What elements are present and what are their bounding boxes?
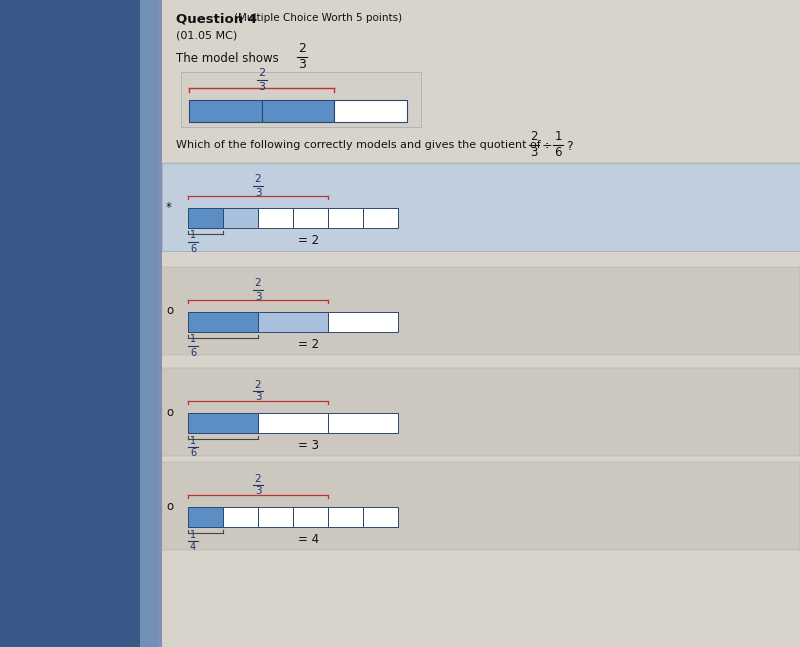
Text: ÷: ÷ xyxy=(542,140,553,153)
Bar xyxy=(0,0,162,647)
Bar xyxy=(162,163,800,251)
Text: 1: 1 xyxy=(190,334,196,344)
Text: ?: ? xyxy=(566,140,573,153)
Bar xyxy=(188,208,223,228)
Bar xyxy=(140,0,162,647)
Text: 2: 2 xyxy=(254,474,262,483)
Bar xyxy=(262,100,334,122)
Text: 4: 4 xyxy=(190,542,196,553)
Bar xyxy=(258,208,293,228)
Text: 1: 1 xyxy=(554,131,562,144)
Text: 2: 2 xyxy=(298,43,306,56)
Text: 6: 6 xyxy=(190,448,196,459)
Text: 3: 3 xyxy=(298,58,306,72)
Bar xyxy=(334,100,407,122)
Bar xyxy=(162,368,800,456)
Text: 3: 3 xyxy=(254,292,262,302)
Text: *: * xyxy=(166,201,172,214)
Text: The model shows: The model shows xyxy=(176,52,278,65)
Bar xyxy=(293,208,328,228)
Text: 1: 1 xyxy=(190,435,196,446)
Bar xyxy=(328,312,398,332)
Bar xyxy=(158,0,162,647)
Text: Question 4: Question 4 xyxy=(176,13,257,26)
Text: 2: 2 xyxy=(254,175,262,184)
Bar xyxy=(162,0,800,647)
Text: Which of the following correctly models and gives the quotient of: Which of the following correctly models … xyxy=(176,140,541,150)
Bar xyxy=(223,507,258,527)
Text: (Multiple Choice Worth 5 points): (Multiple Choice Worth 5 points) xyxy=(234,13,402,23)
Text: 6: 6 xyxy=(554,146,562,160)
Bar xyxy=(188,413,258,433)
Bar xyxy=(162,163,800,251)
Text: o: o xyxy=(166,406,173,419)
Text: o: o xyxy=(166,499,173,512)
Bar xyxy=(363,208,398,228)
Text: 6: 6 xyxy=(190,243,196,254)
Text: = 2: = 2 xyxy=(298,338,319,351)
Bar xyxy=(258,507,293,527)
Bar xyxy=(188,507,223,527)
Bar xyxy=(328,413,398,433)
Text: 6: 6 xyxy=(190,347,196,358)
Bar xyxy=(258,413,328,433)
Bar xyxy=(181,72,421,127)
Bar xyxy=(293,507,328,527)
Text: = 2: = 2 xyxy=(298,234,319,247)
Bar xyxy=(189,100,262,122)
Bar xyxy=(328,507,363,527)
Text: 2: 2 xyxy=(254,380,262,389)
Bar xyxy=(258,312,328,332)
Text: 2: 2 xyxy=(530,131,538,144)
Text: 2: 2 xyxy=(254,278,262,289)
Text: = 3: = 3 xyxy=(298,439,319,452)
Text: = 4: = 4 xyxy=(298,533,319,546)
Bar xyxy=(328,208,363,228)
Text: 3: 3 xyxy=(254,487,262,496)
Text: 3: 3 xyxy=(254,188,262,197)
Text: 3: 3 xyxy=(530,146,538,160)
Text: 1: 1 xyxy=(190,230,196,241)
Bar xyxy=(188,312,258,332)
Text: 3: 3 xyxy=(258,82,265,91)
Text: o: o xyxy=(166,305,173,318)
Text: 2: 2 xyxy=(258,69,266,78)
Bar xyxy=(363,507,398,527)
Bar xyxy=(223,208,258,228)
Bar xyxy=(162,462,800,550)
Bar xyxy=(0,0,145,647)
Text: (01.05 MC): (01.05 MC) xyxy=(176,30,238,40)
Bar xyxy=(162,267,800,355)
Text: 1: 1 xyxy=(190,529,196,540)
Text: 3: 3 xyxy=(254,393,262,402)
